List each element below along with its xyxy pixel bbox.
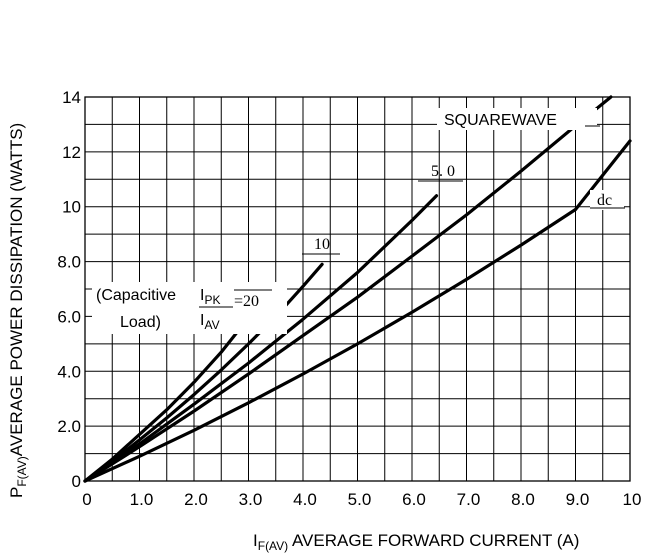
dc-label: dc xyxy=(597,192,612,209)
x-tick-label: 5.0 xyxy=(348,490,372,509)
curve-line-1 xyxy=(83,323,245,483)
y-tick-label: 14 xyxy=(62,88,81,107)
x-tick-label: 8.0 xyxy=(511,490,535,509)
grid-lines xyxy=(85,97,630,481)
x-tick-label: 4.0 xyxy=(293,490,317,509)
squarewave-label: SQUAREWAVE xyxy=(444,112,557,129)
plot-frame xyxy=(84,96,631,482)
ipk-label: IPK xyxy=(200,287,220,307)
iav-label: IAV xyxy=(200,312,220,332)
x-tick-labels: 0 1.0 2.0 3.0 4.0 5.0 6.0 7.0 8.0 9.0 10 xyxy=(82,490,641,509)
x-tick-label: 7.0 xyxy=(457,490,481,509)
y-tick-label: 4.0 xyxy=(57,362,81,381)
curve-line-4 xyxy=(83,95,613,483)
x-tick-label: 6.0 xyxy=(402,490,426,509)
x-tick-label: 10 xyxy=(623,490,642,509)
y-axis-title: PF(AV)AVERAGE POWER DISSIPATION (WATTS) xyxy=(7,123,29,498)
x-tick-label: 0 xyxy=(82,490,91,509)
curve-line-5 xyxy=(83,139,632,483)
y-tick-labels: 0 2.0 4.0 6.0 8.0 10 12 14 xyxy=(57,88,81,491)
capacitive-label-line2: Load) xyxy=(120,314,161,331)
y-tick-label: 2.0 xyxy=(57,417,81,436)
capacitive-label-line1: (Capacitive xyxy=(96,287,176,304)
curve-line-3 xyxy=(83,194,439,483)
x-axis-title: IF(AV) AVERAGE FORWARD CURRENT (A) xyxy=(253,531,579,553)
series-5-label: 5. 0 xyxy=(431,163,455,180)
x-tick-label: 9.0 xyxy=(566,490,590,509)
capacitive-annotation-bg xyxy=(92,282,287,334)
y-tick-label: 6.0 xyxy=(57,307,81,326)
y-tick-label: 8.0 xyxy=(57,253,81,272)
y-tick-label: 10 xyxy=(62,198,81,217)
series-10-label: 10 xyxy=(314,236,330,253)
curve-lines xyxy=(83,95,632,483)
curve-line-2 xyxy=(83,262,324,483)
y-tick-label: 12 xyxy=(62,143,81,162)
x-tick-label: 1.0 xyxy=(130,490,154,509)
dc-label-bg xyxy=(590,190,624,210)
squarewave-label-bg xyxy=(437,108,597,130)
x-tick-label: 2.0 xyxy=(184,490,208,509)
y-tick-label: 0 xyxy=(72,472,81,491)
x-tick-label: 3.0 xyxy=(239,490,263,509)
series-20-label: =20 xyxy=(234,293,259,310)
